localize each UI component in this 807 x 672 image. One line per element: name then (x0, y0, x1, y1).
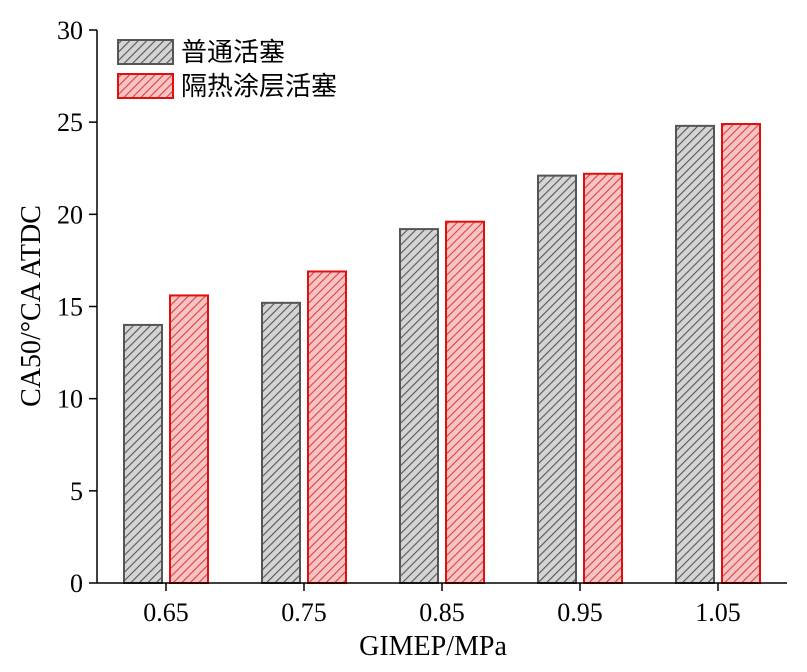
legend-swatch-standard (117, 39, 174, 65)
bar-standard-0.75 (261, 301, 301, 584)
bar-coated-0.85 (445, 220, 485, 584)
x-tick-label: 0.65 (143, 598, 189, 627)
bar-standard-1.05 (675, 124, 715, 584)
x-tick-label: 0.75 (281, 598, 327, 627)
y-tick-label: 0 (70, 569, 83, 598)
legend-label-standard: 普通活塞 (181, 38, 285, 68)
y-tick-label: 20 (57, 200, 83, 229)
y-tick-label: 30 (57, 16, 83, 45)
bar-coated-1.05 (721, 123, 761, 584)
x-tick-label: 0.95 (557, 598, 603, 627)
y-axis-title: CA50/°CA ATDC (16, 205, 47, 407)
bar-coated-0.75 (307, 270, 347, 584)
y-tick-label: 10 (57, 385, 83, 414)
y-tick-label: 25 (57, 108, 83, 137)
y-tick-label: 5 (70, 477, 83, 506)
legend-swatch-coated (117, 73, 174, 99)
legend-label-coated: 隔热涂层活塞 (181, 72, 337, 102)
x-tick-label: 0.85 (419, 598, 465, 627)
bar-coated-0.95 (583, 172, 623, 584)
bar-coated-0.65 (169, 294, 209, 584)
x-axis-title: GIMEP/MPa (359, 631, 507, 662)
bar-standard-0.65 (123, 323, 163, 584)
bar-standard-0.85 (399, 228, 439, 585)
bar-standard-0.95 (537, 174, 577, 585)
x-tick-label: 1.05 (695, 598, 741, 627)
y-tick-label: 15 (57, 293, 83, 322)
